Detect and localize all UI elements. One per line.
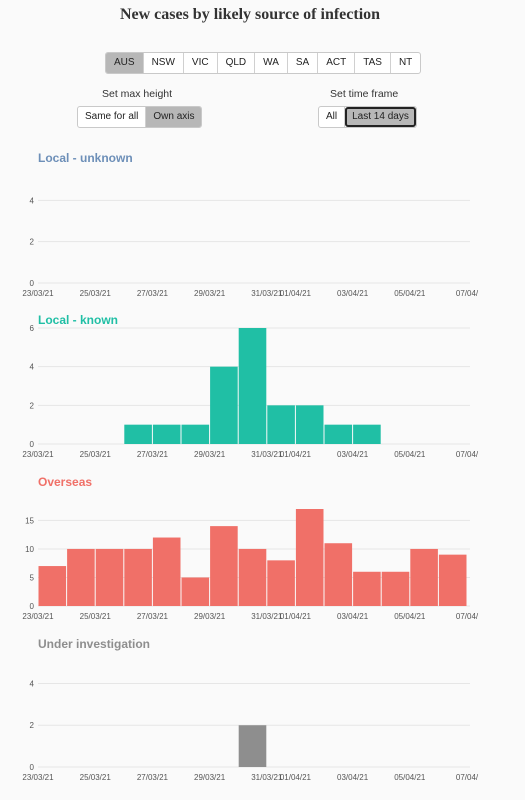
overseas-xtick-label: 25/03/21 bbox=[80, 612, 112, 621]
page-title: New cases by likely source of infection bbox=[119, 6, 381, 23]
overseas-bar bbox=[295, 509, 324, 606]
local-unknown-chart-title: Local - unknown bbox=[38, 151, 133, 165]
under-investigation-bar bbox=[238, 725, 267, 767]
region-tabs: AUS NSW VIC QLD WA SA ACT TAS NT bbox=[105, 52, 422, 74]
local-known-ytick-label: 2 bbox=[30, 401, 35, 410]
under-investigation-xtick-label: 01/04/21 bbox=[280, 773, 312, 782]
local-unknown-xtick-label: 05/04/21 bbox=[394, 289, 426, 298]
tab-tas[interactable]: TAS bbox=[355, 53, 391, 73]
local-known-xtick-label: 31/03/21 bbox=[251, 450, 283, 459]
local-known-xtick-label: 07/04/ bbox=[456, 450, 479, 459]
overseas-bar bbox=[181, 577, 210, 606]
local-known-bar bbox=[181, 424, 210, 444]
overseas-bar bbox=[67, 548, 95, 606]
local-unknown-xtick-label: 03/04/21 bbox=[337, 289, 369, 298]
local-known-ytick-label: 0 bbox=[30, 440, 35, 449]
overseas-xtick-label: 29/03/21 bbox=[194, 612, 226, 621]
overseas-xtick-label: 05/04/21 bbox=[394, 612, 426, 621]
under-investigation-xtick-label: 29/03/21 bbox=[194, 773, 226, 782]
overseas-bar bbox=[238, 548, 267, 606]
overseas-xtick-label: 01/04/21 bbox=[280, 612, 312, 621]
local-known-bar bbox=[353, 424, 381, 444]
overseas-bar bbox=[267, 560, 295, 606]
local-unknown-xtick-label: 01/04/21 bbox=[280, 289, 312, 298]
under-investigation-ytick-label: 2 bbox=[30, 721, 35, 730]
overseas-xtick-label: 31/03/21 bbox=[251, 612, 283, 621]
local-known-xtick-label: 05/04/21 bbox=[394, 450, 426, 459]
local-unknown-xtick-label: 27/03/21 bbox=[137, 289, 169, 298]
under-investigation-xtick-label: 31/03/21 bbox=[251, 773, 283, 782]
local-unknown-ytick-label: 2 bbox=[30, 238, 35, 247]
time-frame-label: Set time frame bbox=[330, 88, 399, 100]
local-known-bar bbox=[210, 366, 238, 444]
overseas-chart-title: Overseas bbox=[38, 475, 92, 489]
overseas-bar bbox=[210, 526, 238, 606]
time-frame-toggle: All Last 14 days bbox=[318, 106, 417, 128]
local-known-xtick-label: 01/04/21 bbox=[280, 450, 312, 459]
under-investigation-xtick-label: 07/04/ bbox=[456, 773, 479, 782]
overseas-bar bbox=[324, 543, 353, 606]
tab-wa[interactable]: WA bbox=[255, 53, 288, 73]
overseas-xtick-label: 27/03/21 bbox=[137, 612, 169, 621]
overseas-bar bbox=[38, 566, 67, 606]
overseas-ytick-label: 5 bbox=[30, 573, 35, 582]
local-known-bar bbox=[124, 424, 152, 444]
tab-nt[interactable]: NT bbox=[398, 57, 413, 68]
own-axis-button[interactable]: Own axis bbox=[146, 107, 202, 127]
under-investigation-chart-title: Under investigation bbox=[38, 637, 150, 651]
max-height-toggle: Same for all Own axis bbox=[77, 106, 203, 128]
overseas-bar bbox=[381, 571, 410, 606]
local-known-chart-title: Local - known bbox=[38, 313, 118, 327]
max-height-label: Set max height bbox=[102, 88, 173, 100]
tab-act[interactable]: ACT bbox=[318, 53, 356, 73]
overseas-bar bbox=[438, 554, 467, 606]
overseas-ytick-label: 0 bbox=[30, 602, 35, 611]
tab-sa[interactable]: SA bbox=[288, 53, 319, 73]
local-known-ytick-label: 6 bbox=[30, 324, 35, 333]
overseas-ytick-label: 10 bbox=[25, 545, 34, 554]
under-investigation-xtick-label: 27/03/21 bbox=[137, 773, 169, 782]
overseas-bar bbox=[152, 537, 181, 606]
overseas-xtick-label: 07/04/ bbox=[456, 612, 479, 621]
local-known-xtick-label: 29/03/21 bbox=[194, 450, 226, 459]
local-unknown-xtick-label: 07/04/ bbox=[456, 289, 479, 298]
overseas-xtick-label: 23/03/21 bbox=[22, 612, 54, 621]
tab-nsw[interactable]: NSW bbox=[144, 53, 184, 73]
all-time-button[interactable]: All bbox=[319, 107, 346, 127]
overseas-xtick-label: 03/04/21 bbox=[337, 612, 369, 621]
under-investigation-xtick-label: 23/03/21 bbox=[22, 773, 54, 782]
under-investigation-ytick-label: 0 bbox=[30, 763, 35, 772]
local-unknown-ytick-label: 0 bbox=[30, 279, 35, 288]
tab-aus[interactable]: AUS bbox=[106, 53, 144, 73]
local-known-bar bbox=[238, 328, 267, 444]
local-unknown-xtick-label: 23/03/21 bbox=[22, 289, 54, 298]
local-known-xtick-label: 03/04/21 bbox=[337, 450, 369, 459]
local-known-xtick-label: 27/03/21 bbox=[137, 450, 169, 459]
tab-qld[interactable]: QLD bbox=[218, 53, 256, 73]
local-known-bar bbox=[324, 424, 353, 444]
overseas-bar bbox=[353, 571, 381, 606]
local-unknown-ytick-label: 4 bbox=[30, 196, 35, 205]
local-known-bar bbox=[267, 405, 295, 444]
overseas-bar bbox=[95, 548, 124, 606]
local-unknown-xtick-label: 29/03/21 bbox=[194, 289, 226, 298]
same-for-all-button[interactable]: Same for all bbox=[78, 107, 147, 127]
overseas-bar bbox=[124, 548, 152, 606]
under-investigation-xtick-label: 03/04/21 bbox=[337, 773, 369, 782]
local-unknown-xtick-label: 31/03/21 bbox=[251, 289, 283, 298]
local-known-xtick-label: 25/03/21 bbox=[80, 450, 112, 459]
last-14-days-button[interactable]: Last 14 days bbox=[345, 107, 416, 127]
local-known-xtick-label: 23/03/21 bbox=[22, 450, 54, 459]
under-investigation-ytick-label: 4 bbox=[30, 679, 35, 688]
under-investigation-xtick-label: 05/04/21 bbox=[394, 773, 426, 782]
local-known-ytick-label: 4 bbox=[30, 363, 35, 372]
overseas-bar bbox=[410, 548, 438, 606]
tab-vic[interactable]: VIC bbox=[184, 53, 218, 73]
local-unknown-xtick-label: 25/03/21 bbox=[80, 289, 112, 298]
under-investigation-xtick-label: 25/03/21 bbox=[80, 773, 112, 782]
local-known-bar bbox=[152, 424, 181, 444]
overseas-ytick-label: 15 bbox=[25, 516, 34, 525]
local-known-bar bbox=[295, 405, 324, 444]
